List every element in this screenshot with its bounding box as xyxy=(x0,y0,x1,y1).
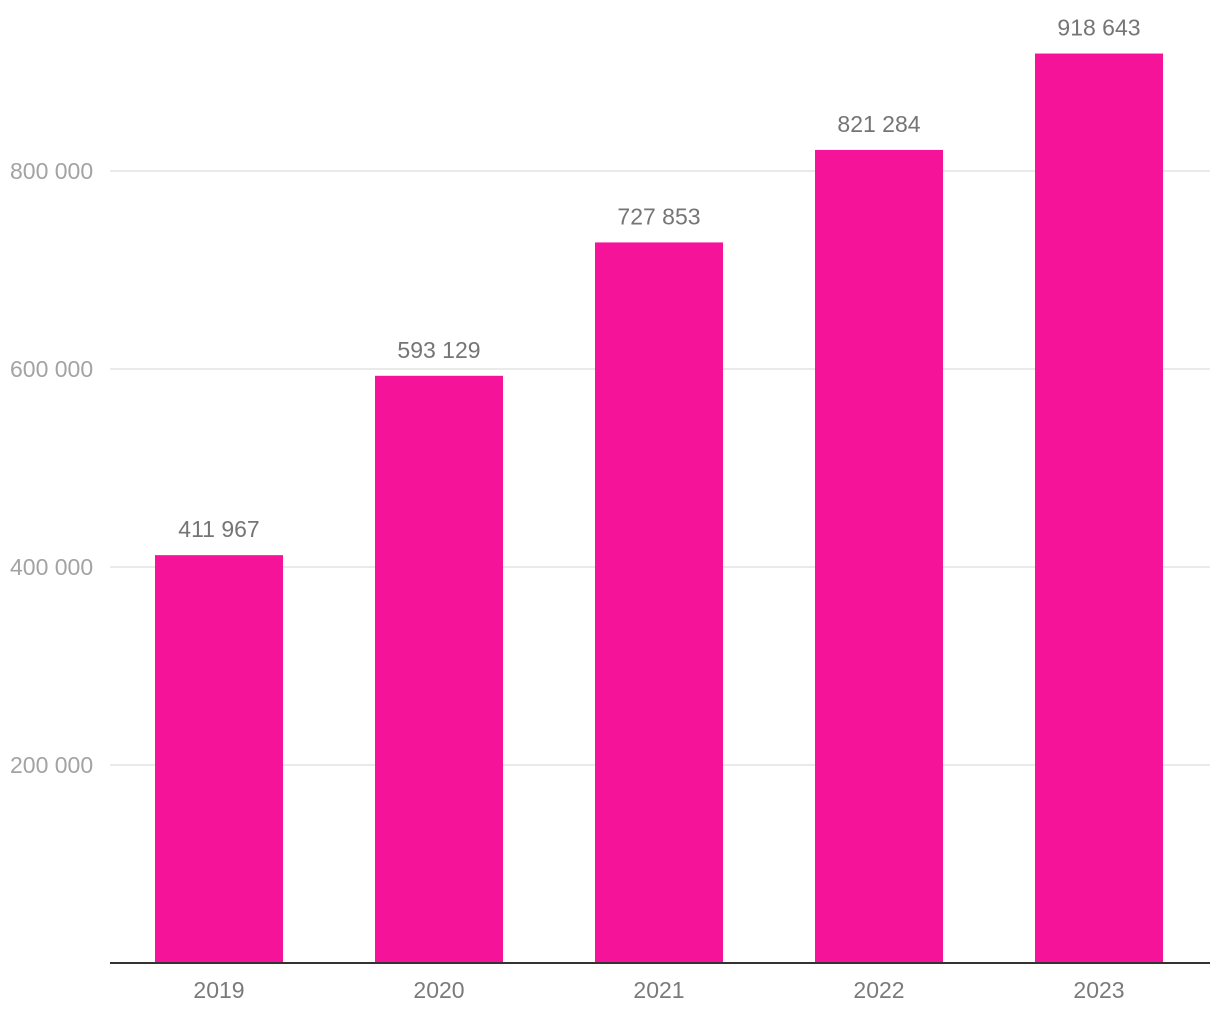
x-category-label: 2023 xyxy=(1073,977,1124,1003)
data-labels: 411 967 593 129 727 853 821 284 918 643 xyxy=(178,15,1140,543)
bar-2020 xyxy=(375,375,503,964)
x-category-label: 2020 xyxy=(413,977,464,1003)
x-category-label: 2019 xyxy=(193,977,244,1003)
y-tick-label: 800 000 xyxy=(10,158,93,184)
y-axis-ticks: 200 000 400 000 600 000 800 000 xyxy=(10,158,93,778)
x-axis-categories: 2019 2020 2021 2022 2023 xyxy=(193,977,1124,1003)
x-category-label: 2022 xyxy=(853,977,904,1003)
y-tick-label: 200 000 xyxy=(10,752,93,778)
data-label-2022: 821 284 xyxy=(837,111,920,137)
data-label-2021: 727 853 xyxy=(617,203,700,229)
y-tick-label: 400 000 xyxy=(10,554,93,580)
bars xyxy=(155,53,1163,964)
bar-2023 xyxy=(1035,53,1163,963)
y-tick-label: 600 000 xyxy=(10,356,93,382)
x-category-label: 2021 xyxy=(633,977,684,1003)
data-label-2023: 918 643 xyxy=(1057,15,1140,41)
data-label-2019: 411 967 xyxy=(178,516,259,542)
bar-2021 xyxy=(595,242,723,963)
bar-2022 xyxy=(815,149,943,963)
data-label-2020: 593 129 xyxy=(397,337,480,363)
bar-2019 xyxy=(155,555,283,963)
